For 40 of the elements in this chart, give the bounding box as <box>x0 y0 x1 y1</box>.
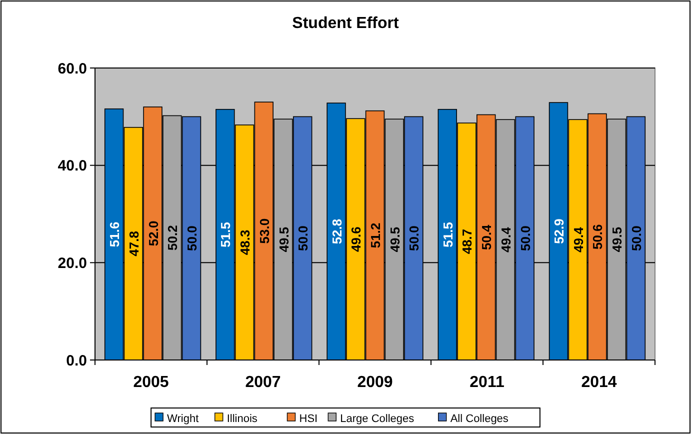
data-label: 52.0 <box>146 220 161 246</box>
data-label: 49.5 <box>276 226 292 252</box>
data-label: 52.8 <box>329 218 344 244</box>
x-tick-label: 2007 <box>245 374 281 391</box>
data-label: 48.7 <box>460 228 475 254</box>
y-tick-label: 20.0 <box>58 254 87 272</box>
data-label: 49.5 <box>387 226 402 252</box>
data-label: 47.8 <box>126 231 142 256</box>
data-label: 50.6 <box>590 224 606 250</box>
x-tick-label: 2014 <box>581 374 617 391</box>
data-label: 50.0 <box>406 226 422 251</box>
data-label: 50.2 <box>165 225 180 251</box>
data-label: 49.5 <box>610 226 625 252</box>
legend-label: HSI <box>299 412 318 425</box>
data-label: 51.2 <box>368 222 383 248</box>
legend-label: All Colleges <box>450 412 509 425</box>
data-label: 49.6 <box>348 226 364 252</box>
data-label: 49.4 <box>570 226 586 252</box>
data-label: 51.5 <box>440 222 456 248</box>
x-tick-label: 2009 <box>357 374 393 391</box>
data-label: 50.0 <box>518 226 533 251</box>
y-tick-label: 0.0 <box>66 352 87 370</box>
data-label: 51.6 <box>107 222 122 248</box>
data-label: 50.0 <box>184 226 200 251</box>
y-tick-label: 40.0 <box>58 158 87 175</box>
data-label: 53.0 <box>256 218 272 244</box>
x-tick-label: 2005 <box>133 374 169 391</box>
data-label: 52.9 <box>552 218 566 244</box>
chart-title: Student Effort <box>292 15 400 32</box>
data-label: 49.4 <box>498 226 514 252</box>
x-tick-label: 2011 <box>470 374 504 391</box>
data-label: 50.0 <box>628 226 644 251</box>
legend-label: Wright <box>167 412 199 425</box>
legend-label: Illinois <box>226 412 258 425</box>
y-tick-label: 60.0 <box>58 60 87 78</box>
data-label: 48.3 <box>238 230 253 256</box>
data-label: 50.0 <box>296 226 311 251</box>
data-label: 51.5 <box>218 222 234 248</box>
legend-label: Large Colleges <box>340 412 415 425</box>
data-label: 50.4 <box>479 224 494 250</box>
